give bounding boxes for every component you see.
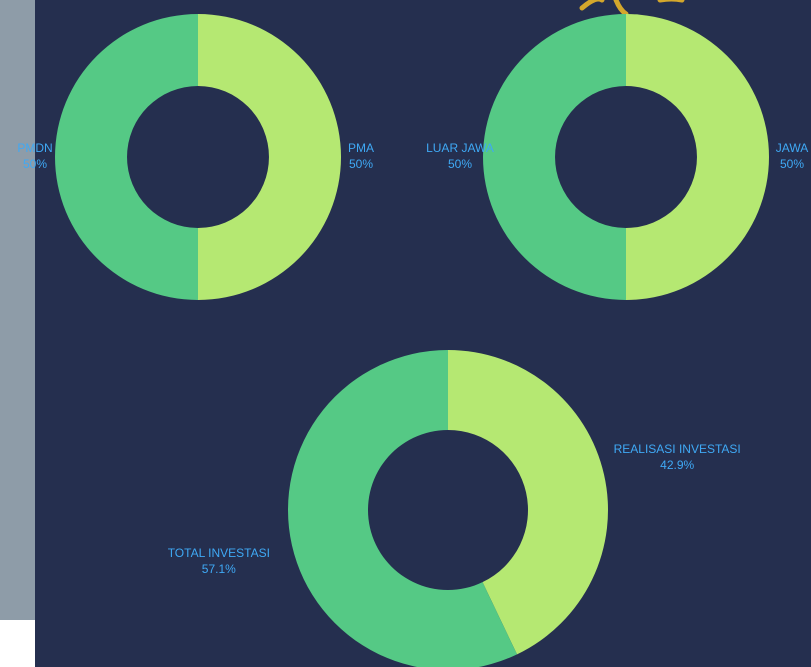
donut-slice [55,14,198,300]
side-panel [0,0,35,620]
slice-value-label: 50% [23,157,47,171]
slice-value-label: 50% [448,157,472,171]
slice-value-label: 42.9% [660,458,694,472]
donut-slice [626,14,769,300]
slice-label: REALISASI INVESTASI [614,442,741,456]
slice-label: JAWA [776,141,808,155]
decoration [579,0,685,17]
slice-label: LUAR JAWA [426,141,494,155]
slice-label: TOTAL INVESTASI [168,546,270,560]
slice-label: PMA [348,141,374,155]
slice-label: PMDN [17,141,52,155]
slice-value-label: 50% [780,157,804,171]
donut-slice [288,350,518,667]
donut-slice [483,14,626,300]
donut-slice [448,350,609,655]
slice-value-label: 50% [349,157,373,171]
slice-value-label: 57.1% [202,562,236,576]
donut-slice [198,14,341,300]
